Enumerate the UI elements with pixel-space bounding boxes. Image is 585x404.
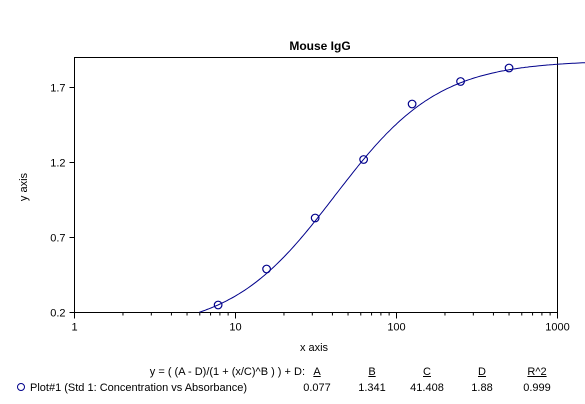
- data-point: [359, 155, 369, 164]
- chart: Mouse IgG y axis x axis 0.2 0.7 1.2 1.7 1 10…: [18, 39, 585, 354]
- data-point: [213, 300, 223, 310]
- x-axis: 1 10 100 1000: [71, 312, 570, 334]
- param-value-c: 41.408: [410, 382, 444, 394]
- x-tick-label: 1: [71, 322, 77, 334]
- param-value-a: 0.077: [303, 382, 331, 394]
- x-axis-title: x axis: [300, 342, 329, 354]
- fit-equation: y = ( (A - D)/(1 + (x/C)^B ) ) + D:: [149, 366, 305, 378]
- param-value-b: 1.341: [358, 382, 386, 394]
- plot-frame: [74, 57, 558, 313]
- param-header-r2: R^2: [527, 366, 547, 378]
- fit-curve: [199, 62, 585, 313]
- y-axis-title: y axis: [18, 172, 30, 201]
- data-point: [262, 264, 271, 274]
- open-circle-marker-icon: [17, 383, 25, 392]
- data-point: [407, 99, 417, 109]
- data-point: [456, 77, 465, 86]
- data-point: [504, 63, 514, 73]
- x-tick-label: 10: [229, 322, 241, 334]
- param-header-a: A: [313, 366, 321, 378]
- param-header-d: D: [478, 366, 486, 378]
- data-point: [310, 213, 320, 223]
- plot-area: [199, 62, 585, 313]
- fit-legend: y = ( (A - D)/(1 + (x/C)^B ) ) + D: A B …: [0, 362, 585, 404]
- legend-series-label: Plot#1 (Std 1: Concentration vs Absorban…: [30, 382, 248, 394]
- y-tick-label: 0.2: [50, 308, 65, 320]
- param-header-b: B: [368, 366, 376, 378]
- x-tick-label: 100: [387, 322, 405, 334]
- param-value-d: 1.88: [471, 382, 493, 394]
- y-tick-label: 0.7: [50, 233, 65, 245]
- y-tick-label: 1.2: [50, 158, 65, 170]
- chart-title: Mouse IgG: [289, 39, 350, 53]
- param-header-c: C: [423, 366, 431, 378]
- x-tick-label: 1000: [545, 322, 569, 334]
- param-value-r2: 0.999: [523, 382, 551, 394]
- legend-series-entry: Plot#1 (Std 1: Concentration vs Absorban…: [17, 382, 247, 394]
- y-axis: 0.2 0.7 1.2 1.7: [50, 83, 75, 320]
- y-tick-label: 1.7: [50, 83, 65, 95]
